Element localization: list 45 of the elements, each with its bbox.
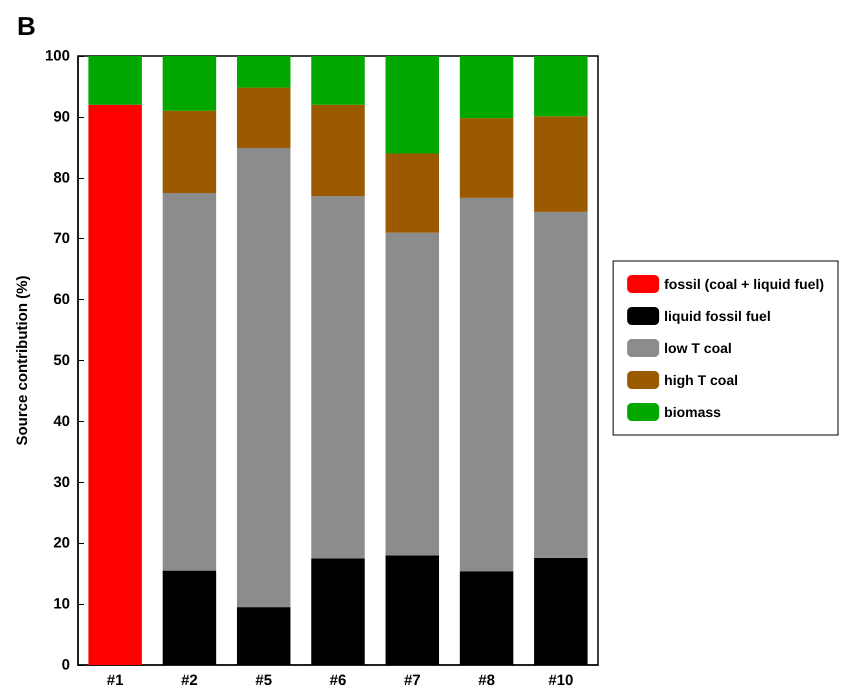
y-tick-label: 40	[53, 412, 70, 430]
bar	[236, 88, 290, 148]
bar	[460, 118, 514, 198]
y-tick-label: 10	[53, 596, 70, 613]
bar	[386, 153, 440, 233]
x-tick-label: #8	[478, 672, 495, 689]
bar	[162, 193, 216, 571]
bar	[534, 212, 588, 558]
y-tick-label: 20	[53, 534, 70, 552]
bar	[534, 56, 588, 116]
bar	[88, 56, 142, 105]
x-tick-label: #1	[106, 672, 124, 689]
x-tick-label: #10	[548, 672, 574, 689]
y-tick-label: 70	[53, 230, 70, 248]
y-tick-label: 60	[53, 291, 70, 308]
bar	[386, 232, 440, 556]
y-tick-label: 100	[44, 48, 70, 64]
y-tick-label: 50	[53, 352, 70, 369]
legend-label: fossil (coal + liquid fuel)	[664, 276, 824, 292]
legend-label: high T coal	[664, 372, 738, 388]
bar	[236, 56, 290, 88]
y-tick-label: 30	[53, 474, 70, 491]
bar	[88, 104, 142, 665]
bar	[236, 148, 290, 608]
bar	[311, 56, 365, 105]
y-axis-title: Source contribution (%)	[14, 276, 31, 446]
bar	[311, 104, 365, 196]
y-tick-label: 90	[53, 108, 70, 126]
chart-title: B	[17, 11, 36, 41]
legend-label: biomass	[664, 404, 722, 420]
x-tick-label: #6	[330, 672, 346, 689]
x-tick-label: #2	[181, 672, 198, 689]
bar	[534, 116, 588, 212]
bar	[162, 56, 216, 111]
legend-label: low T coal	[664, 340, 732, 356]
x-tick-label: #7	[404, 672, 421, 689]
legend-label: liquid fossil fuel	[664, 308, 771, 324]
bar	[386, 56, 440, 154]
bar	[162, 110, 216, 194]
bar	[460, 56, 514, 118]
y-tick-label: 0	[62, 656, 70, 674]
bar	[311, 196, 365, 558]
y-tick-label: 80	[53, 169, 70, 186]
x-tick-label: #5	[255, 672, 272, 689]
bar	[460, 198, 514, 572]
